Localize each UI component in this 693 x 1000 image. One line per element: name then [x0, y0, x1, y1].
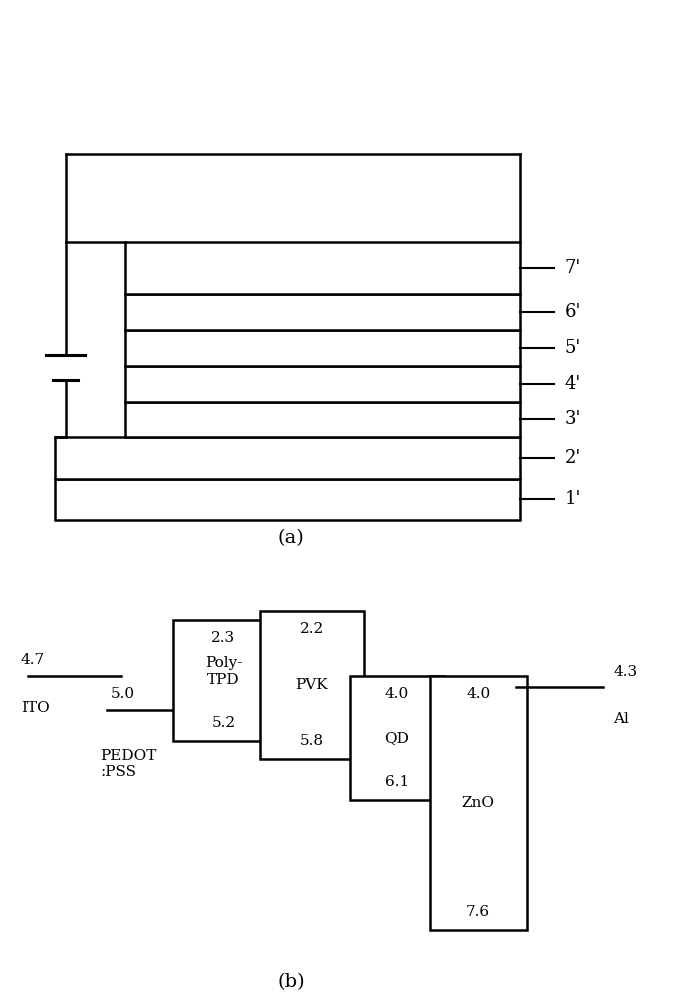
Text: (a): (a) [278, 529, 304, 547]
Text: QD: QD [385, 731, 409, 745]
Text: 3': 3' [565, 410, 581, 428]
Text: 4.7: 4.7 [21, 653, 45, 667]
Text: 4.0: 4.0 [466, 687, 490, 701]
Bar [125, 401, 520, 437]
Bar [260, 611, 364, 759]
Text: 6': 6' [565, 303, 581, 321]
Text: 4.0: 4.0 [385, 687, 409, 701]
Text: 5': 5' [565, 339, 581, 357]
Text: 4.3: 4.3 [613, 664, 638, 678]
Text: Al: Al [613, 712, 629, 726]
Text: 4': 4' [565, 375, 581, 393]
Text: 7.6: 7.6 [466, 905, 490, 919]
Text: 6.1: 6.1 [385, 774, 409, 788]
Bar [173, 620, 274, 741]
Text: 2.2: 2.2 [300, 622, 324, 636]
Bar [125, 330, 520, 366]
Text: Poly-
TPD: Poly- TPD [205, 656, 242, 687]
Bar [125, 242, 520, 294]
Text: (b): (b) [277, 973, 305, 991]
Text: 1': 1' [565, 490, 581, 508]
Bar [125, 294, 520, 330]
Text: 5.8: 5.8 [300, 734, 324, 748]
Text: 2.3: 2.3 [211, 631, 236, 645]
Bar [350, 676, 444, 800]
Bar [55, 437, 520, 479]
Text: 7': 7' [565, 259, 581, 277]
Text: 5.2: 5.2 [211, 716, 236, 730]
Text: 5.0: 5.0 [111, 687, 135, 701]
Text: PEDOT
:PSS: PEDOT :PSS [100, 749, 157, 779]
Bar [55, 479, 520, 520]
Bar [430, 676, 527, 930]
Text: ZnO: ZnO [462, 796, 495, 810]
Text: ITO: ITO [21, 701, 49, 714]
Bar [125, 366, 520, 401]
Text: PVK: PVK [295, 678, 328, 692]
Text: 2': 2' [565, 449, 581, 467]
